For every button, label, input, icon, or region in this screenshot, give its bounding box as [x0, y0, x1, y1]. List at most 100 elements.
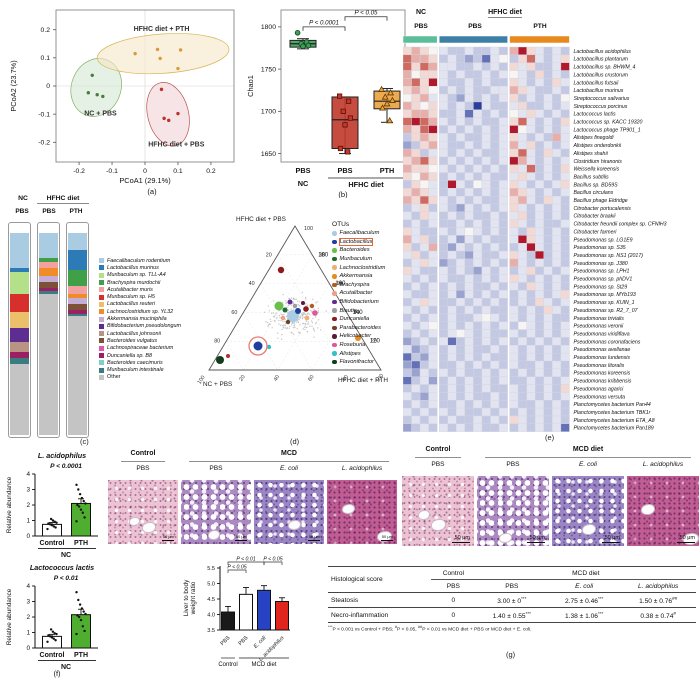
heat-cell [403, 250, 412, 260]
histology-image: 50 μm [327, 480, 397, 544]
heat-cell [428, 407, 438, 417]
heat-cell [498, 282, 508, 291]
heat-cell [481, 117, 491, 126]
species-label: Pseudomonas sp. LG1E9 [573, 237, 632, 243]
cloud-dot [319, 329, 322, 331]
species-label: Citrobacter freundii complex sp. CFNIH3 [573, 222, 666, 228]
heat-cell [456, 46, 466, 56]
y-axis-label: Relative abundance [6, 588, 13, 645]
cloud-dot [317, 319, 320, 321]
legend-item: Lachnospiraceae bacterium [99, 345, 181, 352]
heat-cell [535, 227, 545, 236]
otu-dot [332, 316, 337, 322]
marker-triangle [381, 93, 389, 100]
bar-segment [10, 271, 29, 294]
heat-cell [552, 313, 562, 322]
heat-cell [481, 305, 491, 315]
cloud-dot [293, 323, 296, 325]
corner-label-top: HFHC diet + PBS [236, 216, 286, 223]
heat-cell [464, 392, 474, 401]
heat-cell [439, 62, 448, 71]
legend-swatch [99, 301, 104, 307]
heat-cell [552, 188, 562, 197]
heat-cell [509, 392, 519, 401]
group-ellipse [146, 82, 190, 147]
heat-cell [509, 376, 519, 385]
heat-cell [447, 368, 457, 377]
edge-tick: 60 [231, 310, 237, 316]
dot [82, 610, 85, 613]
heat-cell [428, 62, 438, 71]
x-tick: -0.2 [73, 168, 85, 175]
heat-cell [535, 290, 545, 299]
heat-cell [509, 164, 519, 173]
cloud-dot [276, 332, 279, 334]
heat-cell [456, 329, 466, 338]
marker-triangle [388, 96, 396, 103]
heat-cell [535, 352, 545, 362]
y-tick: -0.1 [38, 111, 50, 118]
heat-cell [498, 266, 508, 275]
heat-cell [419, 407, 429, 417]
heat-cell [490, 392, 500, 401]
bar-segment [68, 269, 87, 286]
heat-cell [456, 298, 466, 307]
heat-cell [526, 337, 536, 346]
heat-cell [509, 345, 519, 354]
sig-sup: *** [521, 595, 527, 601]
heat-cell [473, 376, 483, 385]
heat-cell [517, 164, 527, 173]
heat-cell [464, 400, 474, 409]
heat-cell [419, 235, 429, 244]
species-label: Lactobacillus futsaii [573, 80, 619, 86]
heat-cell [498, 258, 508, 267]
otu-point [304, 315, 310, 321]
group-label-mcd: MCD diet [572, 446, 604, 453]
cloud-dot [298, 318, 300, 321]
heat-cell [456, 266, 466, 275]
heat-cell [473, 227, 483, 236]
data-point [176, 66, 180, 71]
heat-cell [517, 188, 527, 197]
heat-cell [473, 235, 483, 244]
species-label: Pseudomonas sp. MYb193 [573, 292, 635, 298]
heat-cell [543, 337, 553, 346]
heat-cell [481, 133, 491, 142]
species-label: Pseudomonas avellanae [573, 347, 630, 353]
row-value: 0.38 ± 0.74# [620, 607, 696, 623]
heat-cell [411, 321, 421, 330]
sig-sup: *** [597, 610, 604, 616]
heat-cell [473, 203, 483, 213]
dot [80, 496, 84, 500]
corner-label-left: NC + PBS [203, 381, 232, 388]
row-name: Steatosis [328, 591, 432, 608]
cloud-dot [279, 317, 281, 319]
label: 140 [353, 310, 364, 316]
bar-segment [68, 233, 87, 250]
scale-bar-label: 50 μm [162, 534, 174, 539]
heat-cell [498, 86, 508, 95]
heat-cell [439, 70, 448, 79]
edge-tick: 80 [319, 252, 325, 258]
vessel [582, 523, 597, 535]
heat-cell [473, 298, 483, 307]
heat-cell [509, 305, 519, 315]
heat-cell [509, 93, 519, 103]
heat-cell [526, 172, 536, 181]
vessel [342, 504, 356, 515]
sig-sup: *** [525, 610, 531, 616]
heat-cell [411, 125, 421, 134]
heat-cell [509, 266, 519, 275]
y-axis-label: Relative abundance [6, 476, 13, 533]
heat-cell [419, 392, 429, 401]
heat-cell [517, 258, 527, 267]
heat-cell [560, 101, 570, 110]
cloud-dot [296, 328, 298, 330]
y-tick: 1650 [261, 151, 276, 158]
heat-cell [456, 54, 466, 63]
heat-cell [428, 227, 438, 236]
heat-cell [473, 415, 483, 425]
heat-cell [403, 274, 412, 283]
heat-cell [560, 329, 570, 338]
heat-cell [411, 360, 421, 370]
